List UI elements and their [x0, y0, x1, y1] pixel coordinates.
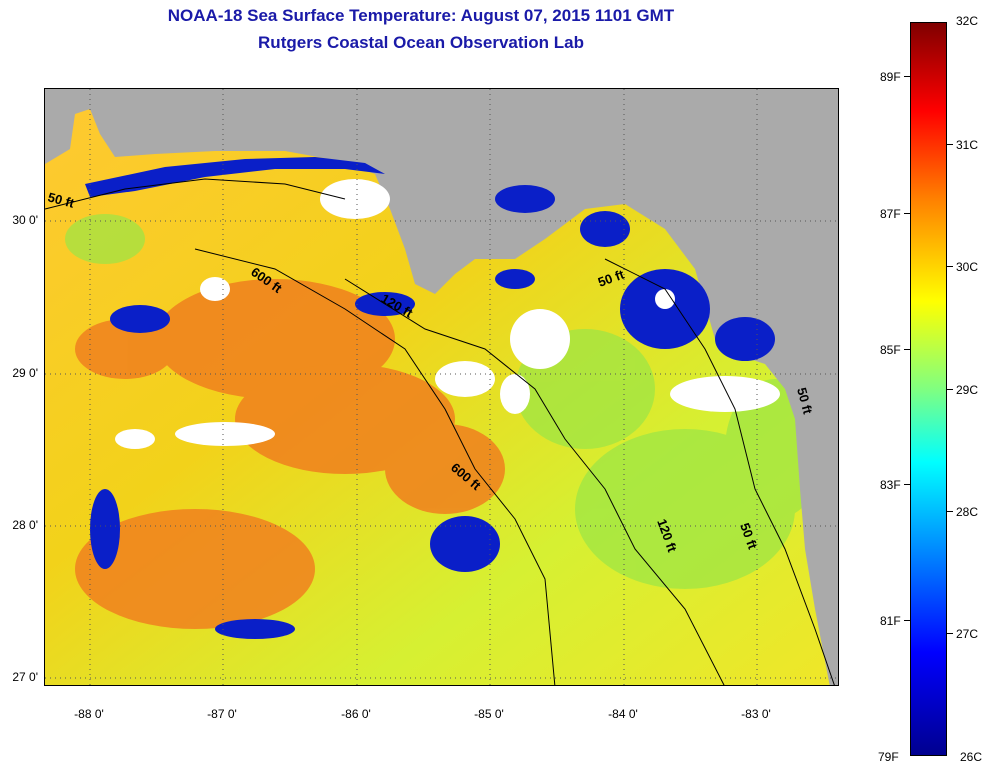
colorbar-tick: [904, 76, 910, 77]
colorbar-tick: [947, 511, 953, 512]
lon-label-83: -83 0': [741, 707, 771, 721]
land-mass: [45, 89, 838, 685]
colorbar-label-30c: 30C: [956, 260, 979, 274]
colorbar-label-28c: 28C: [956, 505, 979, 519]
colorbar-label-89f: 89F: [880, 70, 901, 84]
colorbar-label-27c: 27C: [956, 627, 979, 641]
sst-map: 50 ft 600 ft 120 ft 600 ft 50 ft 120 ft …: [44, 88, 839, 686]
colorbar-label-87f: 87F: [880, 207, 901, 221]
colorbar-label-83f: 83F: [880, 478, 901, 492]
lat-label-29: 29 0': [12, 366, 38, 380]
lat-label-27: 27 0': [12, 670, 38, 684]
cloud-cover: [115, 179, 780, 449]
colorbar-label-79f: 79F: [878, 750, 899, 764]
cold-coastal-band: [85, 157, 385, 197]
lat-label-30: 30 0': [12, 213, 38, 227]
lon-label-88: -88 0': [74, 707, 104, 721]
colorbar-label-85f: 85F: [880, 343, 901, 357]
colorbar-label-29c: 29C: [956, 383, 979, 397]
colorbar-tick: [904, 349, 910, 350]
contour-label-50ft-west: 50 ft: [46, 189, 76, 211]
colorbar-label-81f: 81F: [880, 614, 901, 628]
lon-label-86: -86 0': [341, 707, 371, 721]
colorbar-label-31c: 31C: [956, 138, 979, 152]
colorbar-tick: [904, 620, 910, 621]
colorbar-tick: [904, 484, 910, 485]
chart-subtitle: Rutgers Coastal Ocean Observation Lab: [258, 33, 584, 52]
colorbar-tick: [947, 144, 953, 145]
contour-label-50ft-east-coast: 50 ft: [794, 386, 816, 416]
lon-label-84: -84 0': [608, 707, 638, 721]
colorbar-tick: [947, 266, 953, 267]
colorbar-tick: [904, 213, 910, 214]
temperature-colorbar: [910, 22, 947, 756]
chart-title: NOAA-18 Sea Surface Temperature: August …: [167, 6, 675, 25]
colorbar-tick: [947, 389, 953, 390]
sst-map-canvas: 50 ft 600 ft 120 ft 600 ft 50 ft 120 ft …: [45, 89, 838, 685]
lon-label-85: -85 0': [474, 707, 504, 721]
colorbar-tick: [947, 633, 953, 634]
colorbar-label-32c: 32C: [956, 14, 979, 28]
lat-label-28: 28 0': [12, 518, 38, 532]
bathymetry-contours: [45, 178, 835, 685]
warm-patches: [75, 279, 505, 629]
colorbar-label-26c: 26C: [960, 750, 983, 764]
lon-label-87: -87 0': [207, 707, 237, 721]
